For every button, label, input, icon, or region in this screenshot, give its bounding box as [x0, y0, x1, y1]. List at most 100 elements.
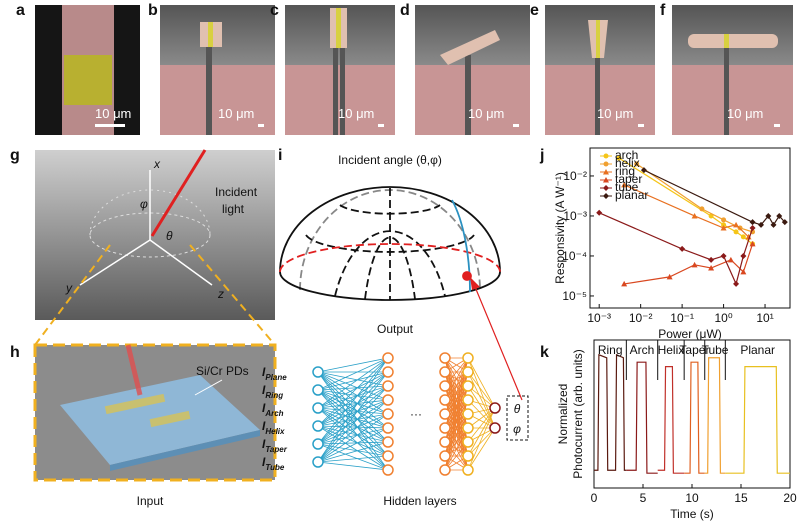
edge: [444, 441, 469, 471]
edge: [317, 357, 389, 391]
neuron: [382, 450, 394, 462]
neuron: [312, 438, 324, 450]
legend-label: tube: [615, 180, 639, 194]
edge: [444, 427, 469, 471]
input-subscript: Tube: [265, 463, 285, 472]
input-symbol: I: [262, 401, 266, 415]
neuron: [462, 450, 474, 462]
neuron: [382, 352, 394, 364]
edge: [467, 407, 496, 443]
series-line: [725, 366, 790, 474]
input-label: IArch: [262, 401, 284, 418]
marker: [749, 219, 756, 226]
neuron: [382, 408, 394, 420]
neuron: [312, 456, 324, 468]
edge: [467, 407, 496, 457]
neuron: [462, 422, 474, 434]
caption: Input: [137, 494, 164, 508]
marker: [640, 167, 647, 174]
input-symbol: I: [262, 437, 266, 451]
edge: [317, 413, 389, 427]
sem-image: [672, 5, 793, 135]
panel-label: g: [10, 147, 20, 164]
legend-label: planar: [615, 188, 648, 202]
panel-label: i: [278, 147, 282, 164]
edge: [317, 413, 389, 463]
neuron: [489, 422, 501, 434]
sem-image: [415, 5, 530, 135]
annotation: Si/Cr PDs: [196, 364, 249, 378]
input-subscript: Arch: [264, 409, 283, 418]
edge: [317, 461, 389, 471]
marker: [720, 225, 727, 231]
input-symbol: I: [262, 383, 266, 397]
neuron: [382, 436, 394, 448]
marker: [666, 273, 673, 280]
edge: [317, 425, 389, 429]
edge: [317, 399, 389, 409]
x-tick-label: 10⁻¹: [670, 311, 694, 325]
edge: [317, 385, 389, 445]
input-subscript: Taper: [265, 445, 287, 454]
y-tick-label: 10⁻⁵: [562, 289, 587, 303]
angle-symbol: φ: [140, 197, 148, 211]
series-line: [657, 366, 685, 474]
edge: [467, 427, 496, 457]
input-label: IHelix: [262, 419, 285, 436]
marker: [603, 193, 609, 199]
edge: [317, 371, 389, 409]
marker: [720, 252, 727, 259]
input-subscript: Helix: [265, 427, 285, 436]
sem-image: [285, 5, 395, 135]
edge: [444, 357, 469, 401]
x-axis-label: Power (μW): [658, 327, 722, 341]
edge: [467, 399, 496, 429]
edge: [317, 443, 389, 471]
marker: [603, 153, 609, 159]
marker: [721, 217, 727, 223]
x-tick-label: 0: [591, 491, 598, 505]
edge: [317, 407, 389, 429]
neuron: [489, 402, 501, 414]
edge: [317, 427, 389, 445]
input-label: ITube: [262, 455, 285, 472]
neuron: [462, 408, 474, 420]
scale-bar-label: 10 μm: [95, 106, 131, 121]
marker: [679, 245, 686, 252]
edge: [317, 371, 389, 445]
series-label: Taper: [679, 343, 709, 357]
input-label: IRing: [262, 383, 283, 400]
scale-bar-label: 10 μm: [218, 106, 254, 121]
edge: [317, 407, 389, 457]
input-symbol: I: [262, 419, 266, 433]
annotation: light: [222, 202, 245, 216]
marker: [603, 177, 609, 183]
scale-bar-label: 10 μm: [468, 106, 504, 121]
edge: [444, 357, 469, 387]
marker: [749, 240, 756, 247]
neuron: [439, 436, 451, 448]
edge: [317, 427, 389, 463]
series-line: [643, 169, 786, 226]
caption: Hidden layers: [383, 494, 456, 508]
series-line: [684, 361, 705, 474]
edge: [317, 441, 389, 463]
series-label: Ring: [598, 343, 623, 357]
edge: [444, 357, 469, 415]
panel-label: a: [16, 2, 25, 19]
output-label: φ: [513, 422, 521, 436]
neuron: [312, 384, 324, 396]
marker: [708, 256, 715, 263]
edge: [317, 385, 389, 409]
marker: [727, 256, 734, 263]
edge: [317, 371, 389, 391]
x-tick-label: 10: [685, 491, 699, 505]
legend-label: helix: [615, 156, 640, 170]
sem-image: [545, 5, 655, 135]
marker: [776, 212, 783, 219]
edge: [444, 413, 469, 471]
dome: [279, 186, 523, 401]
marker: [603, 169, 609, 175]
neuron: [312, 402, 324, 414]
series-label: Planar: [740, 343, 775, 357]
